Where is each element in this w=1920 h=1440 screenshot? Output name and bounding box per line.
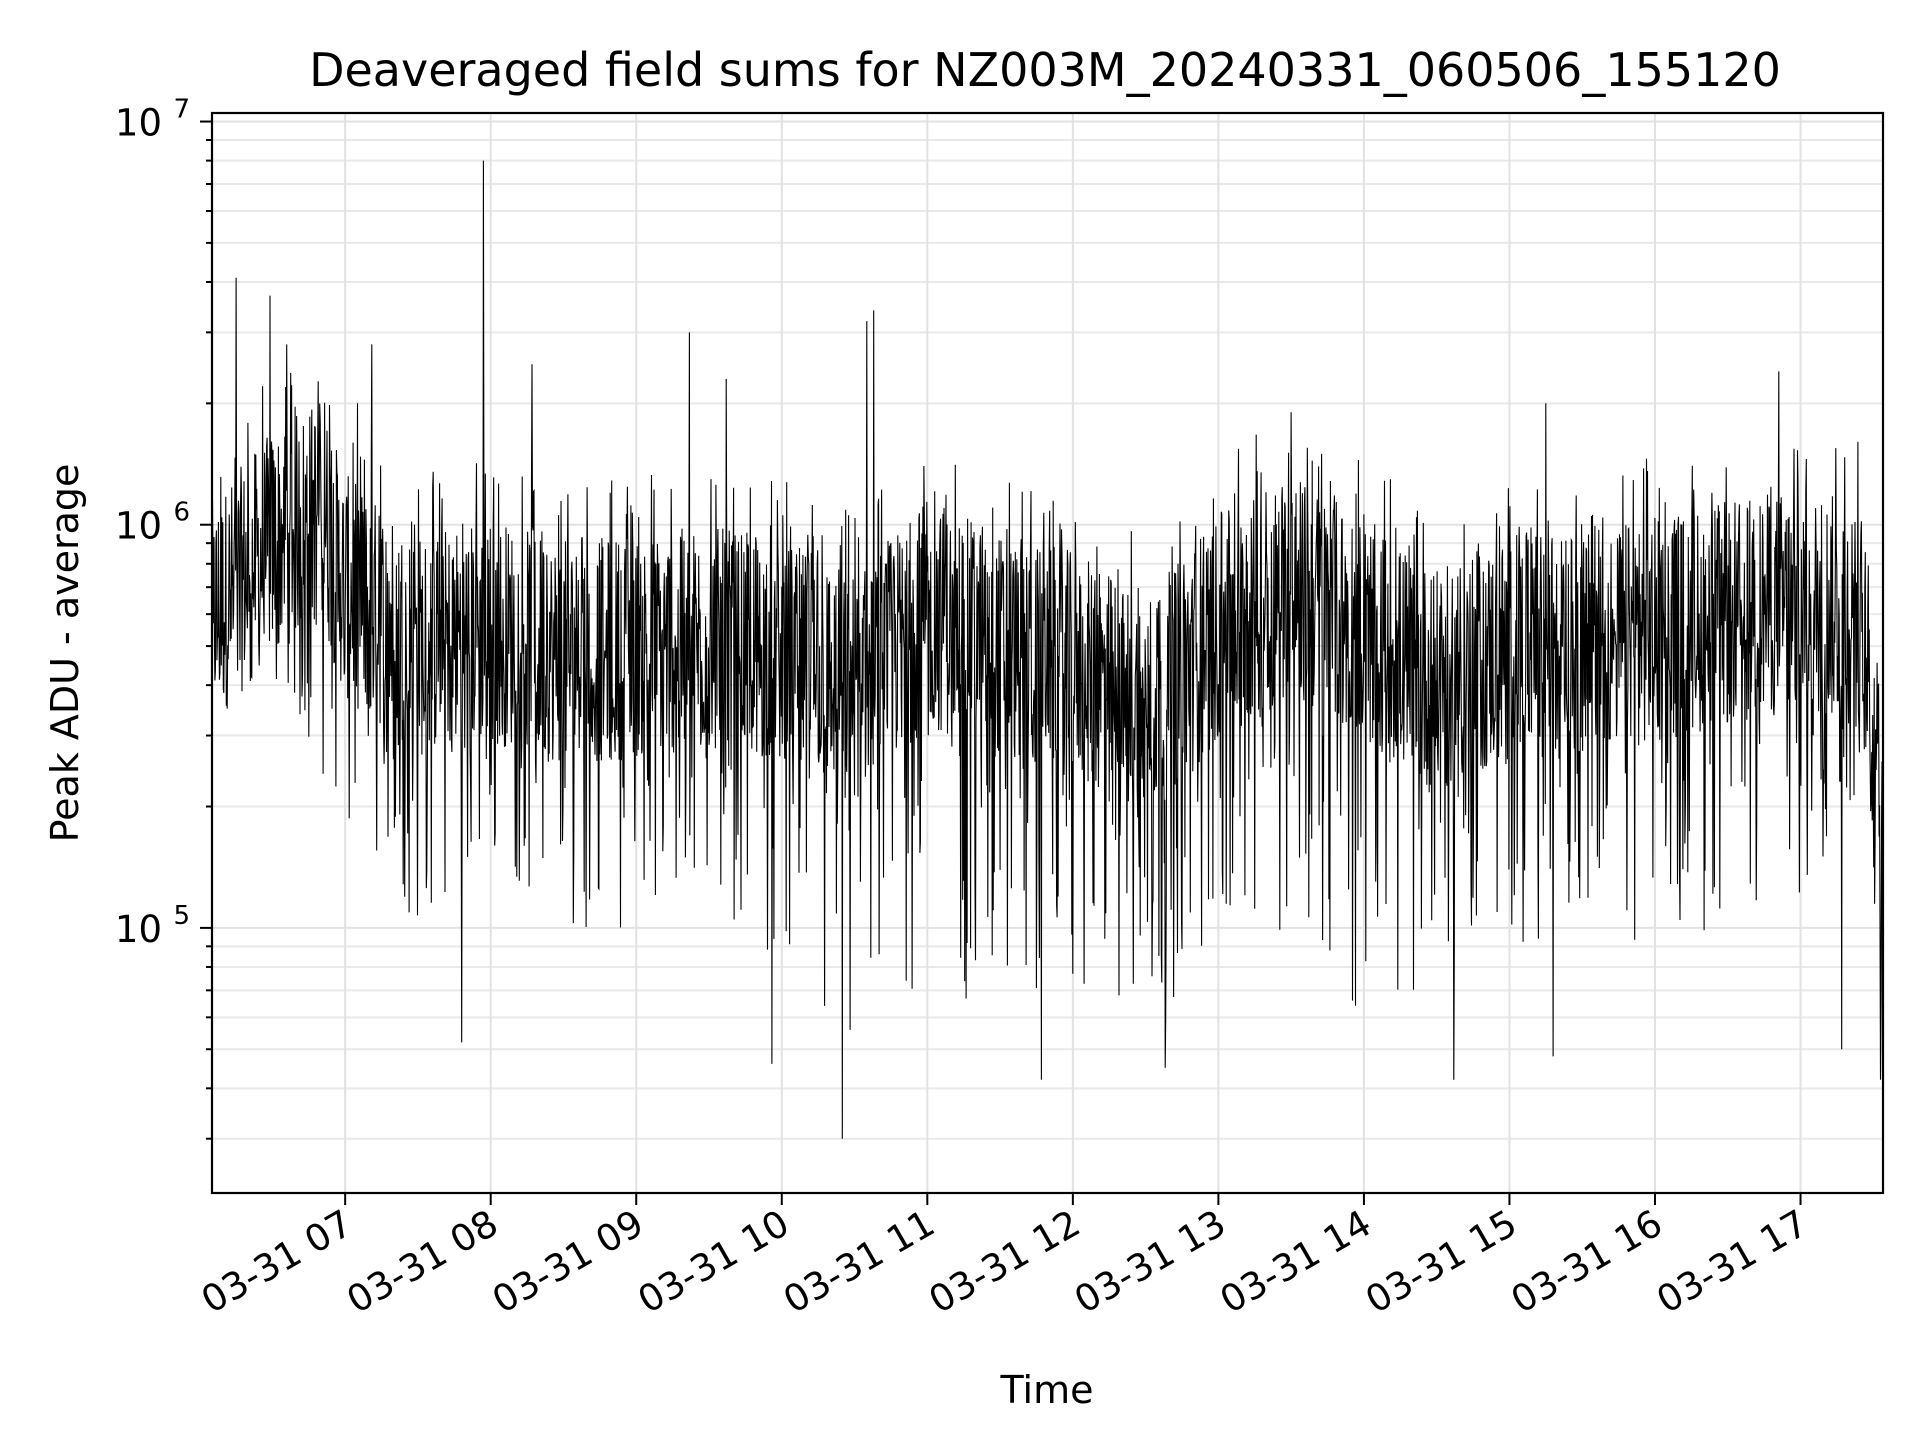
- axes-frame: [210, 111, 1885, 1195]
- series-line: [211, 160, 1884, 1139]
- chart-title: Deaveraged field sums for NZ003M_2024033…: [309, 43, 1781, 97]
- y-tick-label: 10: [115, 102, 162, 145]
- y-tick-exponent: 6: [173, 498, 190, 528]
- y-tick-exponent: 7: [173, 95, 190, 125]
- x-axis-label: Time: [1000, 1368, 1094, 1412]
- y-tick-exponent: 5: [173, 901, 190, 931]
- y-axis: 10 5 10 6 10 7: [115, 95, 212, 1140]
- y-tick-label: 10: [115, 908, 162, 951]
- y-axis-label: Peak ADU - average: [43, 464, 87, 843]
- plot-area: [211, 160, 1884, 1139]
- y-tick-label: 10: [115, 505, 162, 548]
